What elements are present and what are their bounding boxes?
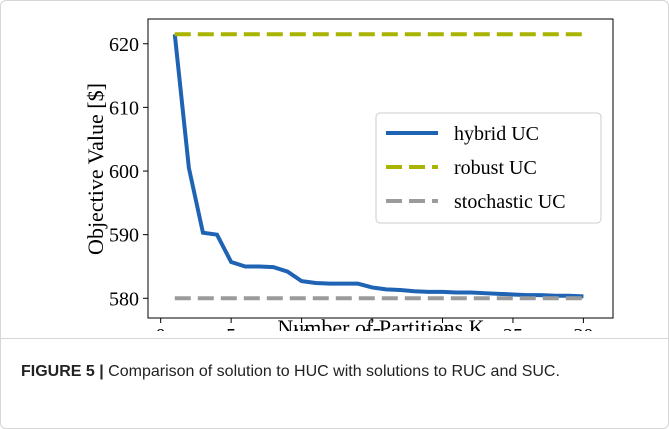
plot-area xyxy=(147,18,614,319)
caption: FIGURE 5 | Comparison of solution to HUC… xyxy=(21,363,560,381)
x-tick-label: 15 xyxy=(362,325,382,331)
legend-label: hybrid UC xyxy=(454,123,539,145)
y-tick-label: 620 xyxy=(109,34,139,56)
legend-label: robust UC xyxy=(454,157,537,179)
legend-box xyxy=(375,112,602,224)
line xyxy=(172,34,584,299)
y-tick-label: 590 xyxy=(109,225,139,247)
divider xyxy=(1,338,668,339)
x-tick-label: 30 xyxy=(573,325,593,331)
y-tick-label: 580 xyxy=(109,288,139,310)
x-tick-label: 20 xyxy=(433,325,453,331)
x-tick-label: 25 xyxy=(503,325,523,331)
x-tick-label: 0 xyxy=(156,325,166,331)
y-tick-label: 610 xyxy=(109,97,139,119)
x-tick-label: 10 xyxy=(292,325,312,331)
y-tick-label: 600 xyxy=(109,161,139,183)
legend-label: stochastic UC xyxy=(454,191,566,213)
x-tick-label: 5 xyxy=(226,325,236,331)
y-axis-label: Objective Value [$] xyxy=(83,83,108,255)
caption-text: Comparison of solution to HUC with solut… xyxy=(108,363,560,380)
chart: Number of Partitions K Objective Value [… xyxy=(83,18,614,347)
caption-label: FIGURE 5 | xyxy=(21,363,104,380)
